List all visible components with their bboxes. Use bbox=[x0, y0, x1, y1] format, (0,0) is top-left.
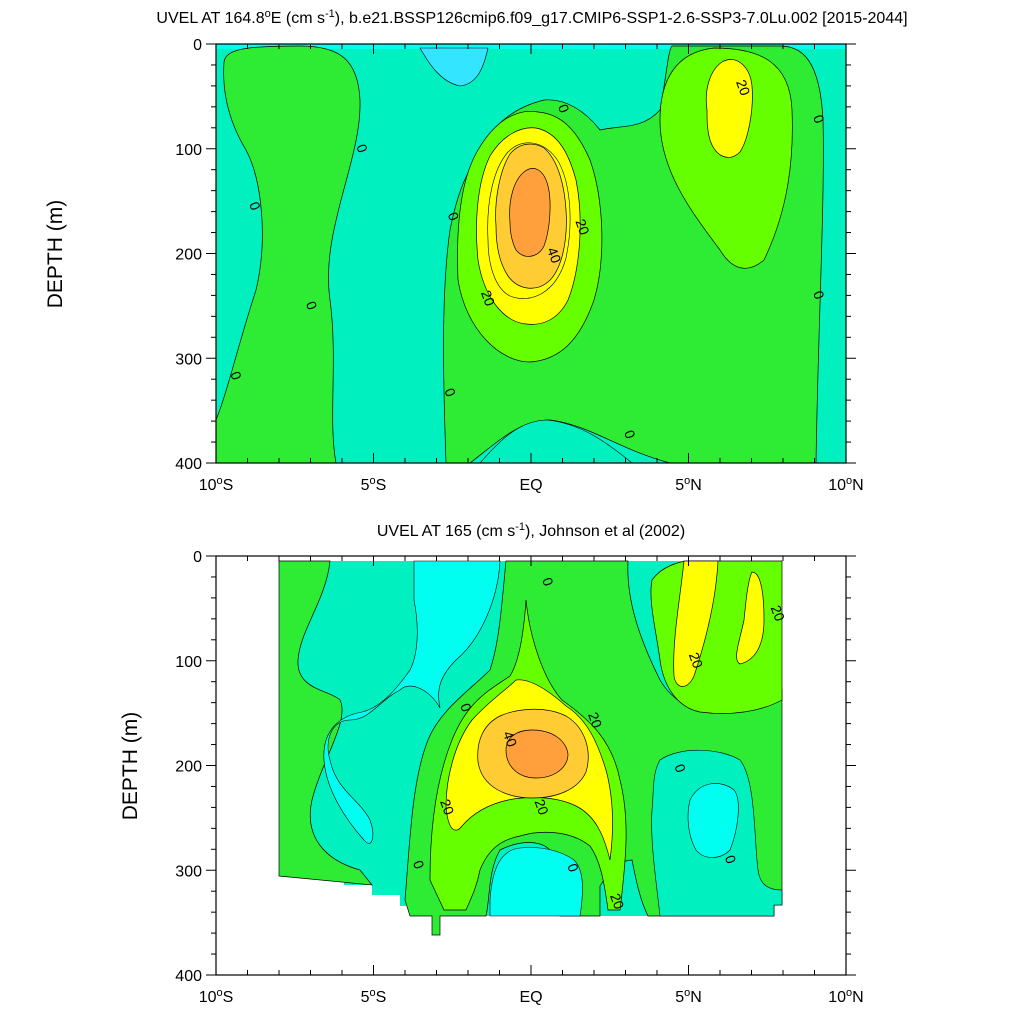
top-contour-line-inner bbox=[487, 142, 571, 299]
bottom-y-axis-label: DEPTH (m) bbox=[119, 712, 142, 821]
x-tick-label: 10oN bbox=[828, 475, 863, 494]
bot-fill-neg10-west bbox=[323, 560, 501, 844]
top-y-axis-label: DEPTH (m) bbox=[44, 200, 67, 309]
bottom-axes: 0 100 200 300 400 10oS 5oS EQ 5oN 10oN bbox=[175, 549, 863, 1006]
x-tick-label: 10oN bbox=[828, 987, 863, 1006]
top-fill-neg20-patch bbox=[419, 47, 489, 87]
bot-fill-50-jet bbox=[505, 729, 569, 779]
y-tick-label: 400 bbox=[175, 456, 202, 473]
contour-label: 20 bbox=[531, 797, 551, 817]
y-tick-label: 300 bbox=[175, 351, 202, 368]
y-tick-label: 400 bbox=[175, 968, 202, 985]
bot-fill-30-ne1 bbox=[673, 560, 719, 687]
x-tick-label: 5oS bbox=[361, 475, 387, 494]
contour-label: 20 bbox=[437, 797, 457, 817]
contour-label: 20 bbox=[585, 710, 605, 730]
top-contour-field bbox=[216, 44, 846, 463]
contour-label: 20 bbox=[733, 77, 753, 97]
contour-label: 40 bbox=[500, 729, 520, 749]
bot-fill-neg10-center bbox=[489, 847, 583, 917]
y-tick-label: 100 bbox=[175, 142, 202, 159]
bottom-panel-title: UVEL AT 165 (cm s-1), Johnson et al (200… bbox=[377, 521, 685, 540]
top-fill-30-ne bbox=[705, 59, 753, 158]
bot-fill-30-ne2 bbox=[736, 571, 765, 665]
bottom-panel: UVEL AT 165 (cm s-1), Johnson et al (200… bbox=[119, 521, 864, 1006]
top-fill-10-west bbox=[216, 45, 361, 463]
x-tick-label: EQ bbox=[519, 477, 542, 494]
x-tick-label: 10oS bbox=[199, 987, 234, 1006]
top-panel-title: UVEL AT 164.8oE (cm s-1), b.e21.BSSP126c… bbox=[156, 8, 907, 27]
top-fill-20-ne bbox=[659, 47, 793, 269]
top-fill-neg-bottom bbox=[479, 419, 633, 463]
y-tick-label: 0 bbox=[193, 37, 202, 54]
y-tick-label: 300 bbox=[175, 863, 202, 880]
bottom-contour-field bbox=[278, 560, 783, 936]
x-tick-label: 10oS bbox=[199, 475, 234, 494]
bot-fill-10-west bbox=[278, 560, 373, 886]
x-tick-label: 5oS bbox=[361, 987, 387, 1006]
y-tick-label: 100 bbox=[175, 654, 202, 671]
contour-label: 20 bbox=[478, 288, 498, 308]
top-axes: 0 100 200 300 400 10oS 5oS EQ 5oN 10oN bbox=[175, 37, 863, 494]
top-fill-50-jet bbox=[509, 168, 551, 257]
contour-label: 20 bbox=[686, 650, 706, 670]
contour-label: 20 bbox=[572, 217, 592, 237]
x-tick-label: 5oN bbox=[675, 475, 702, 494]
x-tick-label: EQ bbox=[519, 989, 542, 1006]
contour-label: 40 bbox=[544, 245, 564, 265]
contour-label: 20 bbox=[768, 603, 788, 623]
bot-fill-neg10-east bbox=[687, 783, 739, 858]
y-tick-label: 200 bbox=[175, 247, 202, 264]
x-tick-label: 5oN bbox=[675, 987, 702, 1006]
y-tick-label: 0 bbox=[193, 549, 202, 566]
y-tick-label: 200 bbox=[175, 759, 202, 776]
top-panel: UVEL AT 164.8oE (cm s-1), b.e21.BSSP126c… bbox=[44, 8, 908, 494]
contour-label: 20 bbox=[607, 891, 627, 911]
